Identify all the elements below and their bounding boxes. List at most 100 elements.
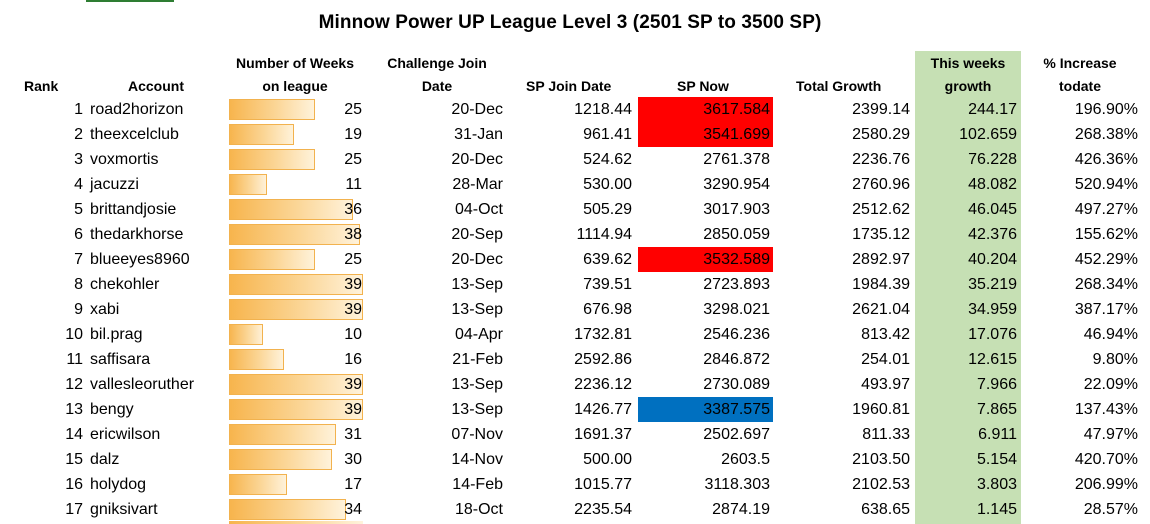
table-row: 8 chekohler 39 13-Sep 739.51 2723.893 1984.39 3… [0,272,1150,297]
join-date-cell: 14-Nov [451,451,503,468]
weeks-databar [229,374,363,395]
weeks-databar [229,199,353,220]
account-cell: gniksivart [90,501,158,518]
account-cell: ericwilson [90,426,161,443]
account-cell: vallesleoruther [90,376,195,393]
sp-join-cell: 500.00 [583,451,632,468]
total-growth-cell: 2621.04 [852,301,910,318]
join-date-cell: 13-Sep [451,376,503,393]
sp-now-cell: 2723.893 [703,276,770,293]
join-date-cell: 04-Oct [454,201,503,218]
pct-increase-cell: 206.99% [1074,476,1138,493]
header-sp-join: SP Join Date [526,78,612,94]
table-row: 12 vallesleoruther 39 13-Sep 2236.12 2730.089… [0,372,1150,397]
join-date-cell: 28-Mar [452,176,503,193]
weeks-databar [229,349,284,370]
sp-join-cell: 505.29 [583,201,632,218]
join-date-cell: 21-Feb [452,351,503,368]
total-growth-cell: 2760.96 [852,176,910,193]
sp-now-cell: 2603.5 [721,451,770,468]
weeks-databar [229,274,363,295]
week-growth-cell: 34.959 [968,301,1017,318]
rank-cell: 6 [74,226,83,243]
weeks-cell: 34 [344,501,362,518]
week-growth-cell: 40.204 [968,251,1017,268]
account-cell: blueeyes8960 [90,251,190,268]
sp-join-cell: 739.51 [583,276,632,293]
rank-cell: 5 [74,201,83,218]
sp-now-cell: 3387.575 [703,401,770,418]
pct-increase-cell: 28.57% [1083,501,1138,518]
join-date-cell: 20-Dec [451,151,503,168]
week-growth-cell: 17.076 [968,326,1017,343]
table-row: 13 bengy 39 13-Sep 1426.77 3387.575 1960.81 7.8… [0,397,1150,422]
table-row: 7 blueeyes8960 25 20-Dec 639.62 3532.589 2892.… [0,247,1150,272]
total-growth-cell: 1960.81 [852,401,910,418]
week-growth-cell: 76.228 [968,151,1017,168]
sp-now-cell: 2761.378 [703,151,770,168]
rank-cell: 10 [65,326,83,343]
sp-now-cell: 2846.872 [703,351,770,368]
header-join-line2: Date [421,78,453,94]
sp-join-cell: 530.00 [583,176,632,193]
rank-cell: 12 [65,376,83,393]
rank-cell: 4 [74,176,83,193]
weeks-databar [229,99,315,120]
join-date-cell: 13-Sep [451,301,503,318]
header-this-week-line2: growth [944,78,992,94]
pct-increase-cell: 268.34% [1074,276,1138,293]
join-date-cell: 04-Apr [454,326,503,343]
total-growth-cell: 2512.62 [852,201,910,218]
pct-increase-cell: 426.36% [1074,151,1138,168]
week-growth-cell: 5.154 [976,451,1017,468]
sp-now-highlight-fill [638,122,773,147]
sp-join-cell: 1691.37 [574,426,632,443]
rank-cell: 11 [66,351,83,368]
sp-now-highlight-fill [638,397,773,422]
table-row: 11 saffisara 16 21-Feb 2592.86 2846.872 254.01… [0,347,1150,372]
weeks-cell: 19 [344,126,362,143]
sp-join-cell: 1015.77 [574,476,632,493]
sp-now-cell: 3541.699 [703,126,770,143]
sp-join-cell: 961.41 [583,126,632,143]
header-pct-line2: todate [1059,78,1101,94]
sp-join-cell: 1732.81 [574,326,632,343]
header-this-week-line1: This weeks [930,55,1006,71]
weeks-cell: 25 [344,101,362,118]
week-growth-cell: 102.659 [959,126,1017,143]
rank-cell: 14 [65,426,83,443]
join-date-cell: 07-Nov [451,426,503,443]
sp-join-cell: 1114.94 [576,226,632,243]
table-row: 16 holydog 17 14-Feb 1015.77 3118.303 2102.53 3… [0,472,1150,497]
pct-increase-cell: 22.09% [1083,376,1138,393]
table-row: 14 ericwilson 31 07-Nov 1691.37 2502.697 811.3… [0,422,1150,447]
sp-join-cell: 676.98 [583,301,632,318]
account-cell: brittandjosie [90,201,177,218]
pct-increase-cell: 47.97% [1083,426,1138,443]
weeks-databar-next-row [229,521,363,524]
week-growth-cell: 1.145 [976,501,1017,518]
sp-now-cell: 3532.589 [703,251,770,268]
weeks-databar [229,174,267,195]
total-growth-cell: 811.33 [862,426,910,443]
week-growth-cell: 7.966 [976,376,1017,393]
weeks-cell: 38 [344,226,362,243]
rank-cell: 3 [74,151,83,168]
rank-cell: 15 [65,451,83,468]
weeks-databar [229,299,363,320]
total-growth-cell: 813.42 [861,326,910,343]
weeks-cell: 39 [344,301,362,318]
weeks-cell: 11 [345,176,362,193]
account-cell: chekohler [90,276,160,293]
weeks-cell: 31 [344,426,362,443]
account-cell: xabi [90,301,120,318]
sp-now-cell: 2850.059 [703,226,770,243]
sp-now-cell: 2874.19 [712,501,770,518]
table-row: 17 gniksivart 34 18-Oct 2235.54 2874.19 638.65… [0,497,1150,522]
join-date-cell: 20-Sep [451,226,503,243]
table-row: 6 thedarkhorse 38 20-Sep 1114.94 2850.059 1735… [0,222,1150,247]
week-growth-cell: 12.615 [968,351,1017,368]
header-join-line1: Challenge Join [387,55,487,71]
weeks-databar [229,424,336,445]
account-cell: voxmortis [90,151,159,168]
